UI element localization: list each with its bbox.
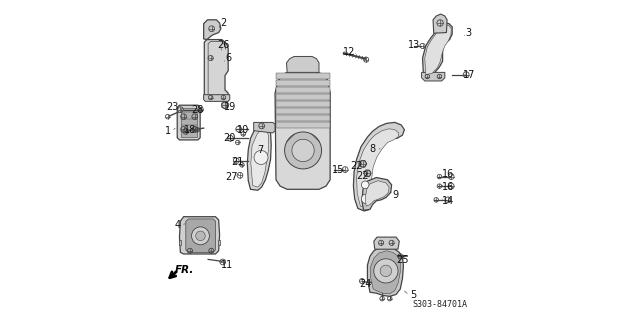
Text: 10: 10 xyxy=(237,125,249,135)
Polygon shape xyxy=(422,23,452,77)
Polygon shape xyxy=(425,25,451,75)
Polygon shape xyxy=(353,123,404,211)
Polygon shape xyxy=(179,217,219,254)
Circle shape xyxy=(196,231,205,241)
Text: 21: 21 xyxy=(232,156,244,167)
Polygon shape xyxy=(276,101,330,107)
Polygon shape xyxy=(179,240,181,245)
Circle shape xyxy=(191,227,209,245)
Polygon shape xyxy=(433,14,447,33)
Polygon shape xyxy=(275,71,330,189)
Polygon shape xyxy=(276,73,330,79)
Text: 9: 9 xyxy=(392,190,399,200)
Text: S303-84701A: S303-84701A xyxy=(413,300,468,309)
Text: 20: 20 xyxy=(223,133,235,143)
Text: 26: 26 xyxy=(217,40,230,50)
Polygon shape xyxy=(204,40,228,100)
Text: 13: 13 xyxy=(408,40,420,50)
Polygon shape xyxy=(276,80,330,86)
Circle shape xyxy=(374,259,398,283)
Text: FR.: FR. xyxy=(175,265,195,275)
Text: 28: 28 xyxy=(192,105,204,115)
Text: 4: 4 xyxy=(174,220,181,230)
Polygon shape xyxy=(248,125,271,190)
Text: 8: 8 xyxy=(369,144,376,154)
Polygon shape xyxy=(218,240,220,245)
Text: 7: 7 xyxy=(258,146,264,156)
Polygon shape xyxy=(177,105,200,140)
Polygon shape xyxy=(286,56,319,72)
Text: 16: 16 xyxy=(442,182,454,192)
Text: 6: 6 xyxy=(225,53,231,63)
Circle shape xyxy=(361,181,369,189)
Polygon shape xyxy=(422,72,445,81)
Text: 1: 1 xyxy=(165,126,171,136)
Text: 19: 19 xyxy=(225,102,237,112)
Circle shape xyxy=(285,132,322,169)
Text: 17: 17 xyxy=(463,70,475,80)
Text: 12: 12 xyxy=(343,47,355,57)
Polygon shape xyxy=(276,108,330,114)
Text: 15: 15 xyxy=(332,165,345,175)
Circle shape xyxy=(254,150,268,164)
Circle shape xyxy=(361,194,371,204)
Circle shape xyxy=(292,139,315,162)
Polygon shape xyxy=(251,129,269,187)
Polygon shape xyxy=(371,251,400,294)
Text: 11: 11 xyxy=(221,260,233,270)
Polygon shape xyxy=(365,181,389,206)
Text: 3: 3 xyxy=(466,28,472,37)
Polygon shape xyxy=(181,108,197,137)
Polygon shape xyxy=(374,237,399,249)
Text: 22: 22 xyxy=(357,171,369,181)
Polygon shape xyxy=(367,247,403,296)
Text: 5: 5 xyxy=(410,291,416,300)
Polygon shape xyxy=(186,219,216,252)
Polygon shape xyxy=(204,95,230,101)
Circle shape xyxy=(380,265,392,276)
Text: 22: 22 xyxy=(350,161,363,172)
Polygon shape xyxy=(276,115,330,121)
Text: 2: 2 xyxy=(220,18,226,28)
Text: 16: 16 xyxy=(442,169,454,179)
Text: 27: 27 xyxy=(225,172,237,181)
Polygon shape xyxy=(362,178,392,210)
Polygon shape xyxy=(276,94,330,100)
Polygon shape xyxy=(254,123,275,133)
Text: 25: 25 xyxy=(396,255,409,265)
Polygon shape xyxy=(204,20,221,40)
Polygon shape xyxy=(357,129,399,207)
Polygon shape xyxy=(276,123,330,128)
Text: 23: 23 xyxy=(167,102,179,112)
Text: 24: 24 xyxy=(359,279,371,289)
Text: 18: 18 xyxy=(184,125,196,135)
Polygon shape xyxy=(276,87,330,93)
Text: 14: 14 xyxy=(442,196,454,206)
